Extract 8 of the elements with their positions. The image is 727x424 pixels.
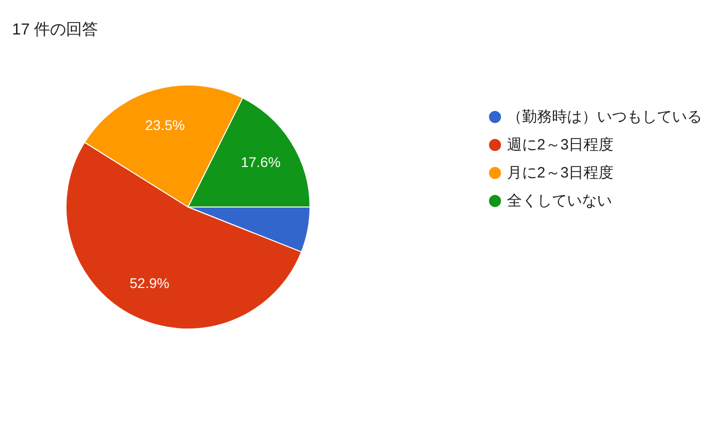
data-label: 17.6% [240,154,281,170]
data-label: 23.5% [145,116,185,133]
legend-label: 週に2～3日程度 [507,136,614,154]
legend-label: 全くしていない [507,192,612,210]
chart-title: 17 件の回答 [12,22,98,38]
data-label: 52.9% [130,275,170,292]
legend-label: 月に2～3日程度 [507,164,614,182]
legend-label: （勤務時は）いつもしている [507,108,702,126]
